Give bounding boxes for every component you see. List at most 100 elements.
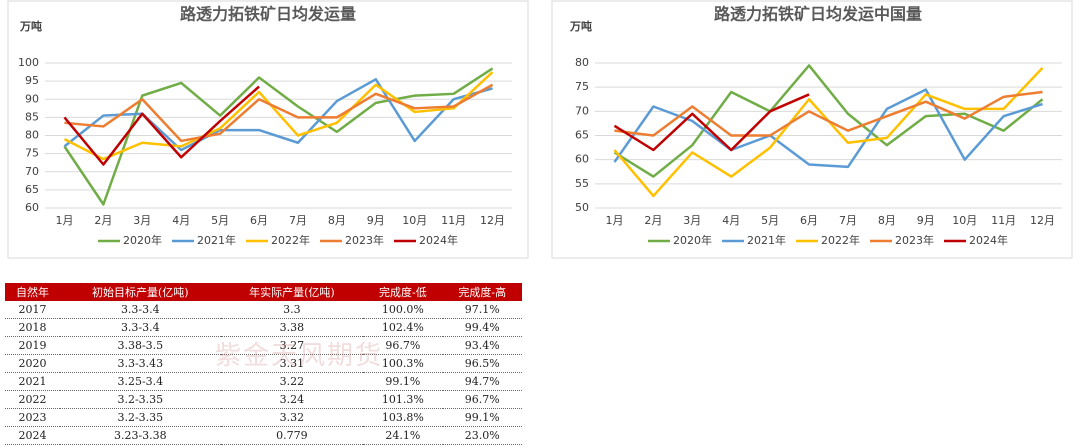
series-line: [63, 85, 260, 166]
table-cell: 3.32: [220, 408, 364, 427]
table-row: 2024 3.23-3.38 0.779 24.1% 23.0%: [5, 426, 522, 445]
x-tick-label: 9月: [917, 214, 935, 227]
series-line: [63, 78, 493, 152]
header-cell: 完成度-高: [442, 283, 522, 301]
chart-frame: [7, 0, 529, 259]
table-cell: 2020: [5, 354, 60, 373]
header-cell: 年实际产量(亿吨): [220, 283, 364, 301]
series-line: [613, 64, 1044, 178]
x-tick-label: 1月: [605, 214, 623, 227]
table-cell: 24.1%: [363, 426, 443, 445]
header-cell: 初始目标产量(亿吨): [59, 283, 221, 301]
y-tick-label: 65: [25, 183, 39, 196]
x-tick-label: 10月: [952, 214, 977, 227]
table-row: 2017 3.3-3.4 3.3 100.0% 97.1%: [5, 301, 522, 319]
table-cell: 100.0%: [363, 301, 443, 319]
y-axis-unit: 万吨: [569, 19, 592, 33]
table-cell: 3.2-3.35: [59, 408, 221, 427]
x-tick-label: 8月: [328, 214, 346, 227]
x-tick-label: 1月: [55, 214, 73, 227]
table-cell: 3.25-3.4: [59, 372, 221, 391]
table-cell: 2017: [5, 301, 60, 319]
x-tick-label: 10月: [402, 214, 427, 227]
x-tick-label: 12月: [1030, 214, 1055, 227]
y-tick-label: 60: [25, 201, 39, 214]
table-cell: 3.3: [220, 301, 364, 319]
x-tick-label: 2月: [94, 214, 112, 227]
x-tick-label: 11月: [991, 214, 1016, 227]
table-row: 2023 3.2-3.35 3.32 103.8% 99.1%: [5, 408, 522, 427]
chart-title: 路透力拓铁矿日均发运中国量: [714, 5, 922, 24]
table-cell: 3.3-3.43: [59, 354, 221, 373]
header-cell: 完成度-低: [363, 283, 443, 301]
x-tick-label: 8月: [878, 214, 896, 227]
y-tick-label: 70: [575, 104, 589, 117]
series-line: [614, 90, 1043, 137]
table-cell: 99.1%: [363, 372, 443, 391]
y-tick-label: 75: [575, 80, 589, 93]
x-tick-label: 6月: [250, 214, 268, 227]
header-cell: 自然年: [5, 283, 60, 301]
table-cell: 3.23-3.38: [59, 426, 221, 445]
table-row: 2019 3.38-3.5 3.27 96.7% 93.4%: [5, 336, 522, 355]
x-tick-label: 12月: [480, 214, 505, 227]
legend-label: 2020年: [123, 233, 162, 247]
table-cell: 3.2-3.35: [59, 390, 221, 409]
y-axis-unit: 万吨: [19, 19, 42, 33]
table-cell: 101.3%: [363, 390, 443, 409]
legend-label: 2021年: [747, 233, 786, 247]
y-tick-label: 50: [575, 201, 589, 214]
table-cell: 2021: [5, 372, 60, 391]
table-cell: 3.22: [220, 372, 364, 391]
table-cell: 100.3%: [363, 354, 443, 373]
y-tick-label: 100: [18, 56, 39, 69]
table-cell: 2024: [5, 426, 60, 445]
y-tick-label: 65: [575, 129, 589, 142]
table-cell: 2022: [5, 390, 60, 409]
legend-label: 2023年: [895, 233, 934, 247]
legend-label: 2024年: [419, 233, 458, 247]
table-cell: 102.4%: [363, 318, 443, 337]
series-line: [613, 93, 810, 152]
series-line: [64, 83, 494, 143]
legend-label: 2022年: [271, 233, 310, 247]
chart-title: 路透力拓铁矿日均发运量: [180, 5, 356, 24]
legend-label: 2022年: [821, 233, 860, 247]
x-tick-label: 9月: [367, 214, 385, 227]
y-tick-label: 80: [575, 56, 589, 69]
table-cell: 97.1%: [442, 301, 522, 319]
y-tick-label: 75: [25, 147, 39, 160]
table-cell: 2023: [5, 408, 60, 427]
x-tick-label: 7月: [839, 214, 857, 227]
x-tick-label: 7月: [289, 214, 307, 227]
table-cell: 103.8%: [363, 408, 443, 427]
y-tick-label: 70: [25, 165, 39, 178]
table: 自然年 初始目标产量(亿吨) 年实际产量(亿吨) 完成度-低 完成度-高 2017 3.3-…: [5, 283, 522, 445]
series-line: [63, 71, 494, 161]
table-cell: 96.7%: [442, 390, 522, 409]
table-cell: 3.24: [220, 390, 364, 409]
table-cell: 93.4%: [442, 336, 522, 355]
legend-label: 2021年: [197, 233, 236, 247]
table-cell: 0.779: [220, 426, 364, 445]
x-tick-label: 3月: [683, 214, 701, 227]
table-cell: 3.38: [220, 318, 364, 337]
legend-label: 2023年: [345, 233, 384, 247]
table-cell: 2019: [5, 336, 60, 355]
x-tick-label: 4月: [172, 214, 190, 227]
legend-label: 2024年: [969, 233, 1008, 247]
y-tick-label: 55: [575, 177, 589, 190]
table-cell: 3.3-3.4: [59, 318, 221, 337]
y-tick-label: 95: [25, 74, 39, 87]
table-cell: 3.3-3.4: [59, 301, 221, 319]
table-row: 2022 3.2-3.35 3.24 101.3% 96.7%: [5, 390, 522, 409]
x-tick-label: 5月: [761, 214, 779, 227]
table-cell: 23.0%: [442, 426, 522, 445]
table-row: 2021 3.25-3.4 3.22 99.1% 94.7%: [5, 372, 522, 391]
x-tick-label: 2月: [644, 214, 662, 227]
table-cell: 99.1%: [442, 408, 522, 427]
y-tick-label: 80: [25, 129, 39, 142]
table-cell: 3.31: [220, 354, 364, 373]
x-tick-label: 6月: [800, 214, 818, 227]
